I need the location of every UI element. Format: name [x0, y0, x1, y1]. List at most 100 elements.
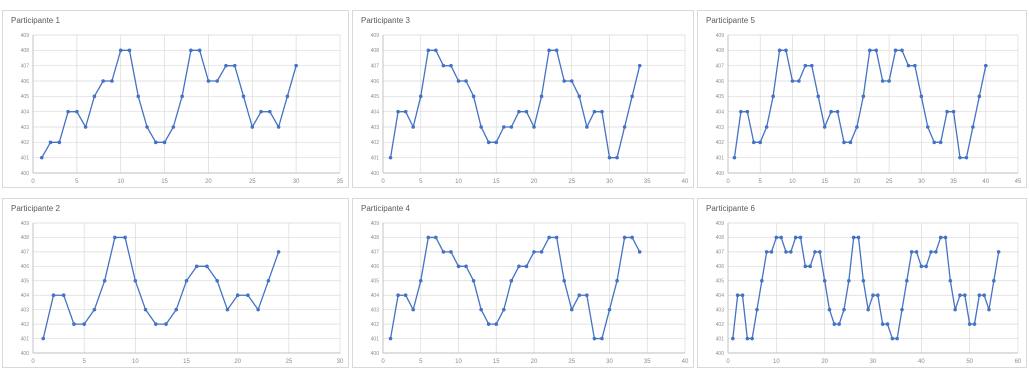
- data-point: [964, 155, 969, 160]
- data-point: [890, 336, 895, 341]
- line-chart: 400 401 402 403 404 405 406 407 408 409 0 5 10 15 20 25…: [21, 33, 344, 185]
- data-point: [57, 140, 62, 145]
- x-tick-label: 35: [337, 179, 344, 185]
- data-point: [808, 264, 812, 269]
- data-point: [418, 94, 423, 99]
- data-point: [977, 94, 982, 99]
- line-chart: 400 401 402 403 404 405 406 407 408 409 0 5 10 15 20 25…: [371, 33, 689, 185]
- data-point: [987, 307, 991, 312]
- data-point: [934, 250, 938, 254]
- data-point: [539, 250, 544, 254]
- data-point: [82, 322, 86, 326]
- data-point: [855, 125, 859, 129]
- data-point: [600, 109, 604, 114]
- data-point: [494, 140, 499, 145]
- data-point: [174, 307, 179, 312]
- data-point: [294, 63, 298, 68]
- data-point: [600, 336, 604, 341]
- data-point: [842, 307, 846, 312]
- y-tick-label: 406: [371, 79, 380, 85]
- x-tick-label: 50: [966, 359, 973, 365]
- y-tick-label: 401: [21, 336, 30, 342]
- data-point: [285, 94, 290, 99]
- data-point: [127, 48, 132, 53]
- data-point: [48, 140, 53, 145]
- y-tick-label: 408: [21, 235, 30, 241]
- data-point: [197, 48, 202, 53]
- x-tick-label: 5: [75, 179, 79, 185]
- y-tick-label: 403: [21, 125, 30, 131]
- x-tick-label: 10: [455, 359, 462, 365]
- chart-panel: Participante 6 400 401 402 403 404 405 406 407 40…: [697, 198, 1027, 368]
- x-tick-label: 25: [568, 179, 575, 185]
- data-point: [951, 109, 956, 114]
- x-tick-label: 30: [870, 359, 877, 365]
- y-tick-label: 404: [716, 293, 725, 299]
- data-point: [471, 278, 476, 283]
- data-point: [958, 155, 962, 160]
- y-tick-label: 400: [371, 351, 380, 357]
- y-tick-label: 407: [716, 250, 725, 256]
- data-point: [784, 48, 788, 53]
- y-tick-label: 406: [21, 79, 30, 85]
- data-point: [110, 79, 114, 83]
- x-tick-label: 5: [419, 359, 423, 365]
- data-point: [585, 293, 589, 298]
- data-point: [205, 264, 209, 269]
- data-point: [818, 250, 822, 254]
- data-point: [509, 278, 514, 283]
- x-tick-label: 20: [531, 179, 538, 185]
- x-tick-label: 35: [644, 179, 651, 185]
- data-point: [456, 79, 461, 83]
- y-tick-label: 401: [716, 155, 725, 161]
- x-tick-label: 25: [249, 179, 256, 185]
- x-tick-label: 15: [161, 179, 168, 185]
- y-tick-label: 408: [371, 48, 380, 54]
- y-tick-label: 402: [371, 322, 380, 328]
- data-point: [755, 307, 759, 312]
- x-tick-label: 20: [234, 359, 241, 365]
- data-point: [745, 336, 750, 341]
- y-tick-label: 400: [716, 351, 725, 357]
- chart-panel: Participante 2 400 401 402 403 404 405 406 407 40…: [2, 198, 349, 368]
- x-tick-label: 0: [381, 179, 385, 185]
- x-tick-label: 20: [531, 359, 538, 365]
- data-point: [887, 79, 891, 83]
- data-point: [554, 235, 559, 240]
- x-tick-label: 30: [606, 359, 613, 365]
- data-point: [971, 125, 975, 129]
- data-point: [276, 250, 281, 254]
- data-point: [92, 94, 97, 99]
- data-point: [835, 109, 840, 114]
- data-point: [919, 94, 924, 99]
- data-point: [532, 125, 536, 129]
- x-tick-label: 25: [886, 179, 893, 185]
- chart-panel: Participante 1 400 401 402 403 404 405 406 407 40…: [2, 10, 349, 188]
- y-tick-label: 406: [716, 264, 725, 270]
- data-point: [630, 235, 634, 240]
- data-point: [113, 235, 117, 240]
- x-tick-label: 15: [493, 359, 500, 365]
- data-point: [913, 63, 917, 68]
- data-point: [441, 250, 446, 254]
- y-tick-label: 403: [371, 125, 380, 131]
- data-point: [829, 109, 833, 114]
- y-tick-label: 403: [716, 125, 725, 131]
- data-point: [751, 140, 756, 145]
- y-tick-label: 400: [21, 351, 30, 357]
- y-tick-label: 404: [371, 293, 380, 299]
- data-point: [411, 307, 415, 312]
- y-tick-label: 409: [371, 221, 380, 227]
- data-point: [396, 293, 400, 298]
- data-point: [449, 250, 453, 254]
- data-point: [426, 48, 431, 53]
- x-tick-label: 40: [682, 359, 689, 365]
- y-tick-label: 407: [21, 250, 30, 256]
- x-tick-label: 30: [337, 359, 344, 365]
- data-point: [929, 250, 933, 254]
- y-tick-label: 404: [371, 109, 380, 115]
- data-point: [232, 63, 237, 68]
- y-tick-label: 409: [371, 33, 380, 39]
- data-point: [803, 63, 808, 68]
- data-point: [585, 125, 589, 129]
